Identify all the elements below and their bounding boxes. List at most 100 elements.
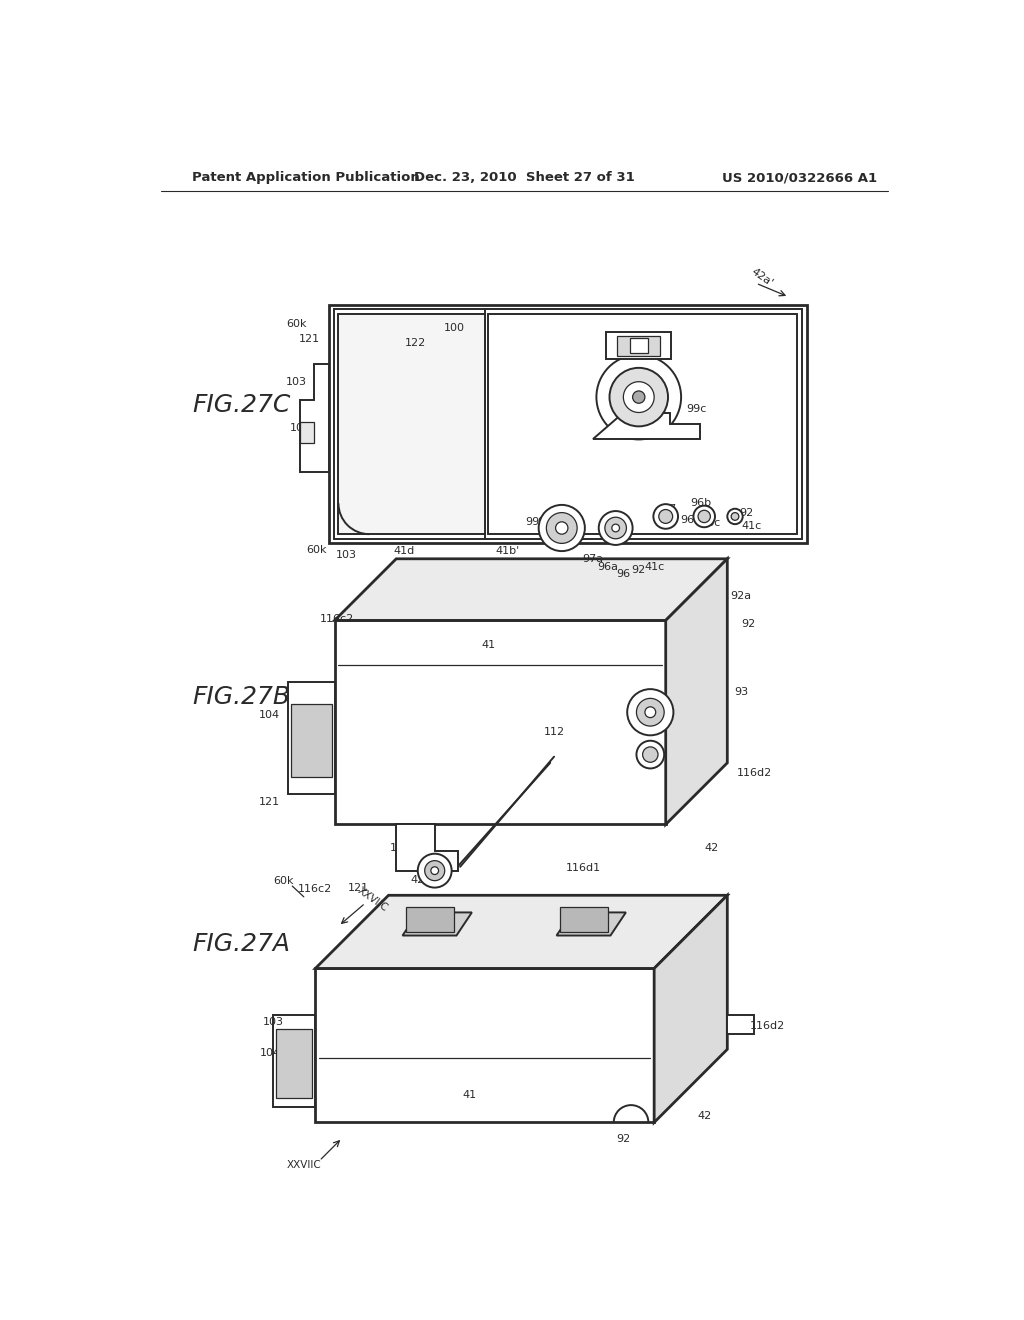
Text: Dec. 23, 2010  Sheet 27 of 31: Dec. 23, 2010 Sheet 27 of 31	[415, 172, 635, 185]
Text: 92: 92	[741, 619, 756, 630]
Text: 41: 41	[481, 640, 496, 649]
Polygon shape	[335, 558, 727, 620]
Text: FIG.27B: FIG.27B	[193, 685, 290, 709]
Text: 42a': 42a'	[750, 267, 775, 289]
Polygon shape	[315, 895, 727, 969]
Circle shape	[643, 747, 658, 762]
Text: 96a: 96a	[597, 561, 618, 572]
Circle shape	[653, 504, 678, 529]
Text: 122: 122	[404, 338, 426, 348]
Text: 96: 96	[616, 569, 631, 579]
Circle shape	[425, 861, 444, 880]
Text: 116d2: 116d2	[750, 1022, 785, 1031]
Text: 99: 99	[525, 517, 540, 527]
Text: 103: 103	[262, 1018, 284, 1027]
Text: 41b': 41b'	[496, 546, 520, 556]
Circle shape	[698, 511, 711, 523]
Polygon shape	[273, 1015, 315, 1107]
Text: 98: 98	[612, 517, 627, 527]
Text: 97: 97	[663, 504, 677, 513]
Text: 92: 92	[739, 508, 754, 517]
Text: 100: 100	[443, 323, 465, 333]
Bar	[339, 314, 484, 535]
Text: 116c1: 116c1	[413, 863, 446, 874]
Circle shape	[637, 698, 665, 726]
Polygon shape	[593, 412, 700, 440]
Text: 121: 121	[348, 883, 369, 892]
Circle shape	[633, 391, 645, 404]
Text: 92a: 92a	[730, 590, 752, 601]
Circle shape	[599, 511, 633, 545]
Text: XXVIIC: XXVIIC	[356, 886, 390, 913]
Bar	[487, 314, 798, 535]
Polygon shape	[335, 620, 666, 825]
Bar	[606, 331, 671, 359]
Circle shape	[539, 504, 585, 552]
Text: FIG.27A: FIG.27A	[193, 932, 290, 956]
Text: 92: 92	[616, 1134, 631, 1144]
Circle shape	[731, 512, 739, 520]
Text: 112: 112	[544, 727, 564, 737]
Text: 116c2: 116c2	[319, 614, 354, 624]
Text: 93: 93	[734, 686, 749, 697]
Bar	[560, 907, 608, 932]
Bar	[630, 338, 648, 354]
Bar	[300, 421, 313, 444]
Text: 41c: 41c	[741, 520, 762, 531]
Circle shape	[645, 706, 655, 718]
Text: 41c: 41c	[644, 561, 665, 572]
Text: 60k: 60k	[306, 545, 327, 554]
Circle shape	[547, 512, 578, 544]
Circle shape	[637, 741, 665, 768]
Polygon shape	[654, 895, 727, 1122]
Circle shape	[556, 521, 568, 535]
Text: 116c2: 116c2	[298, 884, 333, 894]
Text: 99c: 99c	[686, 404, 707, 413]
Text: 96a: 96a	[680, 515, 700, 525]
Circle shape	[628, 689, 674, 735]
Circle shape	[596, 355, 681, 440]
Text: 41d: 41d	[393, 546, 415, 556]
Polygon shape	[727, 1015, 755, 1034]
Text: 96b: 96b	[690, 498, 711, 508]
Text: FIG.27C: FIG.27C	[193, 393, 291, 417]
Text: 122: 122	[389, 842, 411, 853]
Text: 116d2: 116d2	[736, 768, 772, 779]
Text: 92: 92	[632, 565, 646, 576]
Circle shape	[727, 508, 742, 524]
Bar	[617, 335, 660, 355]
Bar	[330, 305, 807, 544]
Circle shape	[611, 524, 620, 532]
Text: 116d1: 116d1	[566, 863, 601, 874]
Text: 103: 103	[286, 376, 306, 387]
Text: 42c: 42c	[411, 875, 431, 884]
Circle shape	[624, 381, 654, 413]
Text: 96c: 96c	[700, 517, 721, 528]
Text: 104: 104	[259, 710, 280, 721]
Polygon shape	[396, 825, 458, 871]
Polygon shape	[300, 364, 330, 471]
Circle shape	[609, 368, 668, 426]
Text: 99b: 99b	[555, 527, 577, 537]
Text: US 2010/0322666 A1: US 2010/0322666 A1	[722, 172, 878, 185]
Bar	[292, 704, 332, 777]
Text: XXVIIC: XXVIIC	[287, 1160, 322, 1170]
Text: 97a: 97a	[582, 554, 603, 564]
Polygon shape	[557, 912, 626, 936]
Text: 42: 42	[697, 1111, 712, 1121]
Circle shape	[658, 510, 673, 524]
Text: 42: 42	[705, 842, 719, 853]
Circle shape	[605, 517, 627, 539]
Circle shape	[693, 506, 715, 527]
Bar	[334, 309, 802, 539]
Text: 60k: 60k	[286, 319, 306, 329]
Text: 111: 111	[659, 376, 680, 387]
Text: Patent Application Publication: Patent Application Publication	[193, 172, 420, 185]
Text: 60k: 60k	[272, 876, 293, 887]
Text: 99a: 99a	[538, 517, 558, 527]
Bar	[407, 907, 455, 932]
Polygon shape	[666, 558, 727, 825]
Text: 102: 102	[290, 422, 310, 433]
Circle shape	[431, 867, 438, 875]
Polygon shape	[315, 969, 654, 1122]
